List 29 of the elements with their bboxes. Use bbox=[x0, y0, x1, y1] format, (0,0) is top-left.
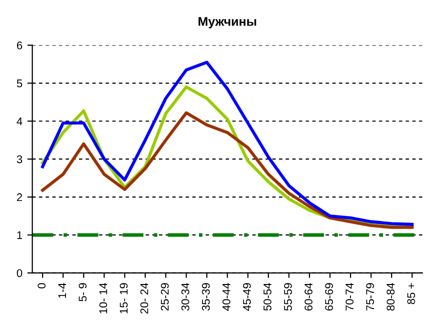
x-tick-label: 45-49 bbox=[242, 283, 251, 311]
x-tick-label: 55-59 bbox=[284, 283, 292, 311]
line-series bbox=[41, 111, 414, 229]
x-tick-label: 60-64 bbox=[304, 282, 312, 311]
x-tick-label: 65-69 bbox=[325, 283, 333, 311]
y-tick-label: 5 bbox=[16, 80, 22, 88]
line-series bbox=[41, 60, 414, 226]
x-tick-label: 5- 9 bbox=[78, 283, 87, 302]
y-tick-label: 2 bbox=[16, 193, 22, 202]
x-tick-label: 15- 19 bbox=[120, 283, 128, 314]
x-tick-label: 40-44 bbox=[222, 282, 230, 311]
x-tick-label: 85 + bbox=[407, 283, 416, 304]
x-tick-label: 30-34 bbox=[181, 282, 190, 311]
x-tick-label: 70-74 bbox=[346, 282, 354, 311]
x-tick-label: 50-54 bbox=[264, 282, 272, 311]
x-tick-label: 75-79 bbox=[366, 283, 374, 311]
y-tick-label: 3 bbox=[16, 155, 22, 164]
x-tick-label: 20- 24 bbox=[140, 282, 148, 314]
x-tick-label: 35-39 bbox=[202, 283, 210, 311]
x-tick-label: 25-29 bbox=[160, 283, 169, 311]
x-tick-label: 0 bbox=[38, 283, 46, 288]
x-tick-label: 80-84 bbox=[386, 282, 395, 311]
x-tick-label: 1-4 bbox=[58, 282, 66, 298]
y-tick-label: 0 bbox=[16, 269, 22, 278]
y-tick-label: 4 bbox=[16, 118, 22, 126]
chart-title: Мужчины bbox=[198, 17, 256, 28]
y-tick-label: 1 bbox=[17, 231, 22, 240]
y-tick-label: 6 bbox=[16, 41, 22, 50]
x-tick-label: 10- 14 bbox=[99, 282, 108, 314]
